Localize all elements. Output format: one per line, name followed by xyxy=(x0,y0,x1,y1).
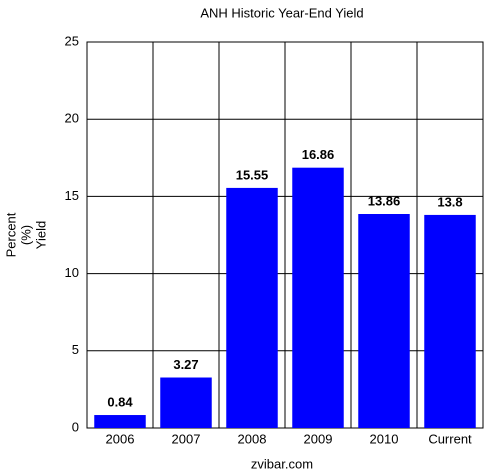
y-tick-label: 25 xyxy=(65,33,79,48)
x-tick-label: Current xyxy=(428,431,472,446)
y-axis-label-line: Yield xyxy=(33,221,48,249)
bar xyxy=(226,187,278,428)
y-tick-label: 20 xyxy=(65,111,79,126)
bar xyxy=(424,214,476,428)
x-tick-label: 2007 xyxy=(172,431,201,446)
footer: zvibar.com xyxy=(251,456,313,471)
y-axis-label: Percent (%) Yield xyxy=(3,212,48,257)
bar xyxy=(160,377,212,428)
y-tick-label: 15 xyxy=(65,188,79,203)
x-tick-label: 2008 xyxy=(238,431,267,446)
y-tick-label: 10 xyxy=(65,265,79,280)
y-axis-label-line: (%) xyxy=(18,225,33,245)
x-tick-label: 2006 xyxy=(106,431,135,446)
value-label: 13.8 xyxy=(437,194,462,209)
y-axis-label-line: Percent xyxy=(3,212,18,257)
plot-frame xyxy=(86,41,484,429)
bar xyxy=(358,214,410,428)
bar xyxy=(292,167,344,429)
value-label: 16.86 xyxy=(302,147,335,162)
value-label: 15.55 xyxy=(236,167,269,182)
x-tick-label: 2010 xyxy=(370,431,399,446)
chart-title: ANH Historic Year-End Yield xyxy=(200,5,363,20)
y-tick-label: 0 xyxy=(72,419,79,434)
value-label: 13.86 xyxy=(368,193,401,208)
bar xyxy=(94,415,146,428)
value-label: 0.84 xyxy=(107,394,133,409)
y-tick-label: 5 xyxy=(72,342,79,357)
value-label: 3.27 xyxy=(173,357,198,372)
x-tick-label: 2009 xyxy=(304,431,333,446)
